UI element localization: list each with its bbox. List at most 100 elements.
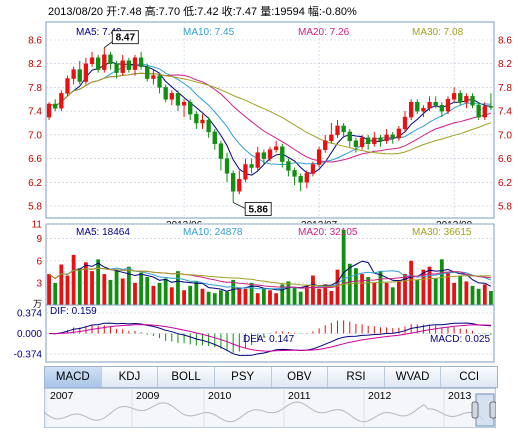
candlestick	[83, 57, 89, 85]
volume-bar	[390, 287, 395, 305]
volume-bar	[268, 290, 272, 305]
candle-body	[102, 54, 107, 70]
candlestick	[372, 131, 377, 147]
candlestick	[181, 99, 187, 118]
tab-obv[interactable]: OBV	[271, 367, 329, 387]
price-axis-left-label: 7.8	[28, 83, 42, 94]
navigator-frame	[44, 388, 496, 428]
low-marker-label: 5.86	[248, 204, 268, 215]
volume-bar	[372, 282, 377, 305]
candlestick	[53, 99, 58, 112]
candle-body	[53, 103, 58, 109]
volume-bar	[366, 277, 371, 305]
candlestick	[323, 134, 328, 153]
navigator-year-label: 2013	[448, 390, 472, 402]
candle-body	[427, 102, 432, 109]
candle-body	[439, 104, 444, 112]
volume-bar	[403, 274, 407, 305]
price-axis-right-label: 6.6	[498, 154, 512, 165]
candle-body	[181, 102, 187, 106]
candlestick	[482, 102, 487, 121]
volume-bar	[304, 285, 309, 305]
candle-body	[132, 57, 138, 70]
candle-body	[470, 96, 475, 106]
tab-macd[interactable]: MACD	[45, 367, 102, 387]
price-axis-left-label: 8.6	[28, 36, 42, 47]
volume-bar	[396, 279, 401, 305]
volume-axis-label: 3	[36, 278, 42, 289]
dea-label: DEA: 0.147	[243, 334, 295, 345]
candle-body	[347, 131, 352, 142]
candle-body	[114, 63, 119, 73]
tab-wvad[interactable]: WVAD	[384, 367, 442, 387]
candlestick	[280, 143, 285, 168]
volume-bar	[384, 282, 389, 305]
volume-bar	[415, 279, 420, 305]
volume-ma30-label: MA30: 36615	[412, 227, 472, 238]
candle-body	[267, 149, 273, 159]
tab-psy[interactable]: PSY	[214, 367, 272, 387]
navigator[interactable]: 2007 2009 2010 2011 2012 2013	[44, 388, 496, 428]
volume-bar	[317, 288, 321, 305]
candle-body	[157, 75, 162, 88]
candle-body	[359, 137, 365, 147]
candle-body	[163, 87, 168, 100]
candlestick	[439, 102, 444, 118]
candlestick	[335, 120, 340, 138]
candlestick	[384, 128, 389, 144]
volume-bar	[145, 277, 150, 305]
candlestick	[408, 99, 414, 121]
price-axis-right-label: 7.4	[498, 107, 512, 118]
volume-bar	[458, 275, 463, 305]
volume-bar	[53, 282, 58, 305]
volume-bar	[360, 274, 364, 305]
candlestick	[175, 90, 181, 112]
candlestick	[341, 123, 346, 138]
tab-cci[interactable]: CCI	[441, 367, 497, 387]
candlestick	[433, 96, 438, 109]
tab-rsi[interactable]: RSI	[328, 367, 385, 387]
volume-axis-label: 6	[36, 256, 42, 267]
candlestick	[71, 66, 76, 85]
candlestick	[108, 51, 113, 70]
tab-kdj[interactable]: KDJ	[101, 367, 159, 387]
candlestick	[261, 149, 267, 165]
candle-body	[458, 93, 463, 103]
volume-ma5-label: MA5: 18464	[76, 227, 130, 238]
candlestick	[237, 170, 242, 195]
candle-body	[304, 173, 309, 183]
candle-body	[335, 125, 340, 136]
candlestick	[286, 158, 291, 177]
dea-line	[49, 324, 491, 352]
candle-body	[384, 134, 389, 142]
price-axis-left-label: 8.2	[28, 59, 42, 70]
price-axis-right-label: 7.8	[498, 83, 512, 94]
candlestick	[292, 167, 297, 186]
candle-body	[433, 102, 438, 106]
price-ma30-label: MA30: 7.08	[412, 27, 464, 38]
candlestick	[212, 128, 217, 150]
candlestick	[126, 57, 132, 73]
candlestick	[273, 140, 279, 153]
navigator-year-label: 2009	[136, 390, 160, 402]
candle-body	[323, 140, 328, 150]
candlestick	[206, 117, 211, 138]
navigator-year-label: 2007	[50, 390, 74, 402]
candle-body	[445, 99, 451, 112]
candle-body	[120, 60, 125, 73]
candle-body	[194, 113, 199, 124]
candlestick	[243, 158, 248, 183]
candle-body	[231, 173, 236, 192]
candle-body	[138, 57, 144, 67]
candlestick	[218, 140, 224, 171]
chart-canvas: 8.6 8.6 8.2 8.2 7.8 7.8 7.4 7.4 7.0 7.0 6.6 6.6 6.2 6…	[14, 21, 512, 363]
tab-boll[interactable]: BOLL	[158, 367, 215, 387]
price-axis-right-label: 8.2	[498, 59, 512, 70]
candlestick	[102, 47, 107, 73]
low-marker-leader	[232, 202, 246, 209]
volume-bar	[439, 259, 444, 305]
candlestick	[445, 96, 451, 115]
candlestick	[65, 75, 70, 97]
high-marker-box	[111, 30, 139, 45]
price-axis-left-label: 6.6	[28, 154, 42, 165]
